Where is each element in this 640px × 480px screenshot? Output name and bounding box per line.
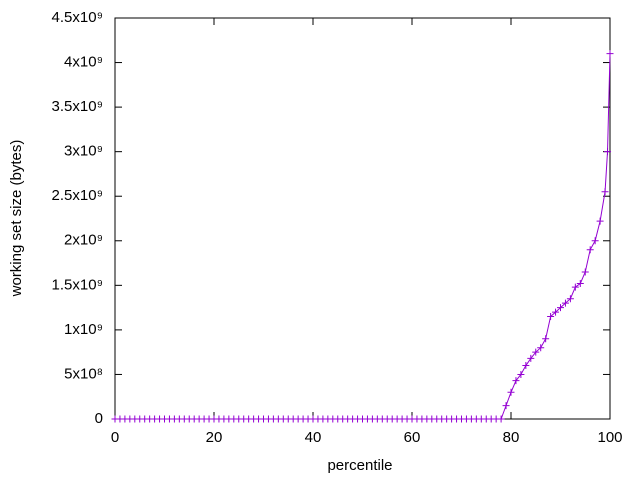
y-tick-label: 1x10⁹ [64, 321, 103, 338]
point [547, 313, 555, 321]
point [601, 188, 609, 196]
x-tick-label: 100 [597, 429, 622, 446]
point [596, 217, 604, 225]
y-tick-label: 3x10⁹ [64, 143, 103, 160]
y-tick-label: 2.5x10⁹ [52, 187, 103, 204]
y-tick-label: 4x10⁹ [64, 54, 103, 71]
point [517, 370, 525, 378]
point [581, 268, 589, 276]
point [502, 402, 510, 410]
x-tick-label: 20 [206, 429, 223, 446]
point [532, 348, 540, 356]
point [537, 344, 545, 352]
y-tick-label: 0 [95, 410, 103, 427]
x-tick-label: 80 [503, 429, 520, 446]
y-tick-label: 4.5x10⁹ [52, 9, 103, 26]
point [527, 354, 535, 362]
y-tick-label: 1.5x10⁹ [52, 276, 103, 293]
point [576, 280, 584, 288]
point [561, 299, 569, 307]
series-line [115, 53, 611, 420]
x-tick-label: 60 [404, 429, 421, 446]
plot-border [114, 17, 611, 420]
y-axis-label: working set size (bytes) [8, 140, 25, 298]
x-tick-label: 40 [305, 429, 322, 446]
point [542, 335, 550, 343]
y-tick-label: 5x10⁸ [64, 365, 103, 382]
point [566, 295, 574, 303]
point [571, 283, 579, 291]
point [507, 388, 515, 396]
x-tick-label: 0 [111, 429, 119, 446]
point [557, 304, 564, 312]
point [512, 377, 520, 385]
point [591, 237, 599, 245]
point [497, 415, 505, 423]
x-axis-label: percentile [327, 457, 392, 474]
y-tick-label: 3.5x10⁹ [52, 98, 103, 115]
point [606, 50, 614, 58]
point [522, 362, 530, 370]
point [552, 308, 560, 316]
point [586, 246, 594, 254]
point [604, 148, 612, 156]
y-tick-label: 2x10⁹ [64, 232, 103, 249]
